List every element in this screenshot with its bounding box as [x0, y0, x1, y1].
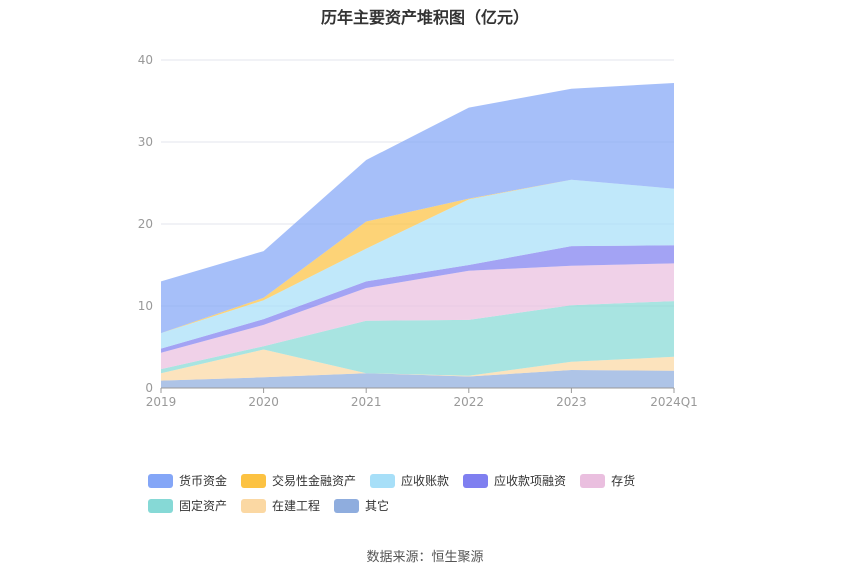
area-应收款项融资	[161, 245, 674, 353]
legend-label: 货币资金	[179, 474, 228, 488]
area-交易性金融资产	[161, 179, 674, 334]
legend-label: 交易性金融资产	[272, 474, 357, 488]
legend-swatch	[241, 473, 267, 488]
area-固定资产	[161, 301, 674, 376]
legend-label: 应收账款	[401, 474, 450, 488]
legend-item[interactable]: 应收款项融资	[463, 472, 566, 489]
area-series	[161, 83, 674, 388]
y-tick-label: 40	[138, 53, 153, 67]
y-tick-label: 30	[138, 135, 153, 149]
chart-title: 历年主要资产堆积图（亿元）	[320, 8, 529, 27]
x-tick-label: 2021	[351, 395, 382, 409]
x-tick-label: 2024Q1	[650, 395, 698, 409]
legend-item[interactable]: 交易性金融资产	[241, 472, 356, 489]
y-tick-label: 10	[138, 299, 153, 313]
data-source: 数据来源：恒生聚源	[366, 550, 484, 565]
legend-label: 在建工程	[272, 499, 321, 513]
axes: 0 10 20 30 40 2019 2020 2021 2022 2023 2024Q1	[138, 53, 698, 409]
x-tick-label: 2019	[146, 395, 177, 409]
legend-swatch	[580, 473, 606, 488]
legend-item[interactable]: 货币资金	[148, 472, 227, 489]
area-其它	[161, 370, 674, 388]
x-tick-label: 2023	[556, 395, 587, 409]
legend-item[interactable]: 应收账款	[370, 472, 449, 489]
legend-swatch	[334, 498, 360, 513]
legend-label: 其它	[365, 499, 390, 513]
area-存货	[161, 263, 674, 370]
legend-item[interactable]: 固定资产	[148, 497, 227, 514]
legend-label: 固定资产	[179, 499, 228, 513]
legend-swatch	[148, 473, 173, 488]
area-应收账款	[161, 179, 674, 349]
x-tick-label: 2022	[454, 395, 485, 409]
legend-label: 存货	[611, 474, 636, 488]
legend-swatch	[370, 473, 396, 488]
legend-swatch	[148, 498, 173, 513]
stacked-area-chart: 0 10 20 30 40 2019 2020 2021 2022 2023 2024Q1	[138, 53, 698, 409]
legend-swatch	[463, 473, 489, 488]
legend-item[interactable]: 其它	[334, 497, 389, 514]
legend-item[interactable]: 在建工程	[241, 497, 320, 514]
x-tick-label: 2020	[248, 395, 279, 409]
legend-item[interactable]: 存货	[580, 472, 635, 489]
y-tick-label: 0	[145, 381, 153, 395]
legend: 货币资金 交易性金融资产 应收账款 应收款项融资 存货固定资产 在建工程 其它	[148, 472, 728, 514]
area-货币资金	[161, 83, 674, 334]
legend-label: 应收款项融资	[494, 474, 567, 488]
legend-swatch	[241, 498, 267, 513]
y-tick-label: 20	[138, 217, 153, 231]
area-在建工程	[161, 349, 674, 381]
